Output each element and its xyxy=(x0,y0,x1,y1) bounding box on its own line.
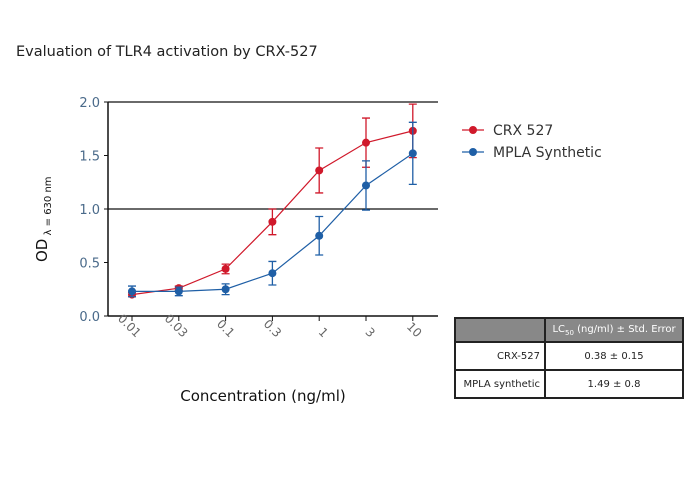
x-tick-label: 1 xyxy=(316,325,331,340)
y-label-sub: λ = 630 nm xyxy=(43,176,54,238)
table-row: CRX-527 0.38 ± 0.15 xyxy=(454,341,684,371)
legend-marker xyxy=(469,126,477,134)
data-point xyxy=(362,138,370,147)
table-corner xyxy=(454,317,546,343)
row-value: 1.49 ± 0.8 xyxy=(544,369,684,399)
data-point xyxy=(315,231,324,240)
data-point xyxy=(408,149,417,158)
data-point xyxy=(221,285,230,294)
header-sub: 50 xyxy=(565,328,574,337)
y-tick-label: 0.5 xyxy=(79,257,100,272)
row-name: MPLA synthetic xyxy=(454,369,546,399)
legend-label: MPLA Synthetic xyxy=(493,145,602,161)
y-tick-label: 1.0 xyxy=(79,203,100,218)
legend-label: CRX 527 xyxy=(493,123,553,139)
legend-marker xyxy=(469,148,477,156)
row-value: 0.38 ± 0.15 xyxy=(544,341,684,371)
x-tick-label: 3 xyxy=(362,325,377,340)
x-tick-label: 0.3 xyxy=(261,317,284,340)
row-name: CRX-527 xyxy=(454,341,546,371)
header-rest: (ng/ml) ± Std. Error xyxy=(573,323,676,335)
x-tick-label: 0.1 xyxy=(214,317,237,340)
y-axis-label: OD λ = 630 nm xyxy=(33,176,54,262)
data-point xyxy=(268,217,277,226)
table-row: MPLA synthetic 1.49 ± 0.8 xyxy=(454,369,684,399)
data-point xyxy=(128,287,136,296)
y-tick-label: 0.0 xyxy=(79,310,100,325)
data-point xyxy=(315,166,324,175)
lc50-table: LC50 (ng/ml) ± Std. Error CRX-527 0.38 ± … xyxy=(454,317,684,399)
data-point xyxy=(174,287,183,296)
table-header: LC50 (ng/ml) ± Std. Error xyxy=(544,317,684,343)
chart-title: Evaluation of TLR4 activation by CRX-527 xyxy=(16,44,318,60)
y-tick-label: 2.0 xyxy=(79,96,100,111)
x-tick-label: 10 xyxy=(404,319,425,340)
data-point xyxy=(221,264,230,273)
data-point xyxy=(362,181,370,190)
x-axis-label: Concentration (ng/ml) xyxy=(180,387,345,405)
data-point xyxy=(268,269,277,278)
header-lc: LC xyxy=(552,323,565,335)
y-tick-label: 1.5 xyxy=(79,150,100,165)
y-label-main: OD xyxy=(33,239,51,262)
